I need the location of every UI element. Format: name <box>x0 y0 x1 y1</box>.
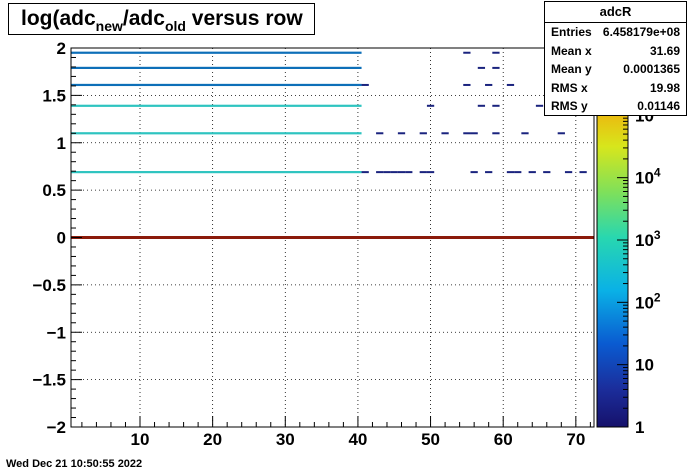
stats-row: Mean y 0.0001365 <box>545 60 686 79</box>
x-tick-label: 20 <box>203 430 222 449</box>
heatmap-cell <box>470 132 478 135</box>
heatmap-cell <box>426 171 435 174</box>
heatmap-band <box>71 171 362 174</box>
heatmap-cell <box>361 171 369 174</box>
heatmap-cell <box>514 171 522 174</box>
stats-box: adcR Entries 6.458179e+08 Mean x 31.69 Mean … <box>544 1 687 116</box>
stats-label: Mean x <box>551 43 592 58</box>
y-tick-label: 2 <box>57 39 66 58</box>
stats-value: 0.01146 <box>637 99 680 113</box>
heatmap-cell <box>506 83 515 86</box>
title-text-mid: /adc <box>122 7 165 30</box>
heatmap-cell <box>470 171 478 174</box>
stats-value: 6.458179e+08 <box>602 25 680 39</box>
stats-title: adcR <box>545 2 686 23</box>
x-tick-label: 60 <box>494 430 513 449</box>
heatmap-cell <box>535 104 544 107</box>
y-tick-label: 0.5 <box>42 181 66 200</box>
x-tick-label: 30 <box>276 430 295 449</box>
heatmap-cell <box>376 171 384 174</box>
stats-row: Entries 6.458179e+08 <box>545 23 686 42</box>
heatmap-cell <box>463 132 471 135</box>
heatmap-cell <box>441 132 449 135</box>
stats-label: Mean y <box>551 62 592 76</box>
heatmap-cell <box>426 104 435 107</box>
y-tick-label: 1 <box>57 134 66 153</box>
chart-title: log(adcnew/adcold versus row <box>8 3 315 35</box>
y-tick-label: 0 <box>57 229 66 248</box>
stats-label: Entries <box>551 25 592 39</box>
heatmap-cell <box>397 132 406 135</box>
stats-row: RMS y 0.01146 <box>545 97 686 116</box>
x-tick-label: 10 <box>131 430 150 449</box>
stats-value: 0.0001365 <box>623 62 680 76</box>
x-tick-label: 50 <box>421 430 440 449</box>
heatmap-cell <box>419 171 427 174</box>
stats-value: 19.98 <box>649 80 680 95</box>
heatmap-cell <box>492 132 500 135</box>
heatmap-cell <box>492 104 500 107</box>
heatmap-cell <box>376 132 384 135</box>
z-tick-label: 102 <box>635 290 661 312</box>
heatmap-cell <box>361 83 369 86</box>
heatmap-cell <box>477 104 486 107</box>
heatmap-cell <box>521 132 529 135</box>
stats-label: RMS y <box>551 99 588 113</box>
y-tick-label: −2 <box>47 418 66 437</box>
heatmap-cell <box>492 66 500 69</box>
heatmap-cell <box>477 66 486 69</box>
heatmap-band <box>71 51 362 54</box>
x-tick-label: 40 <box>348 430 367 449</box>
y-tick-label: 1.5 <box>42 86 66 105</box>
title-subscript-new: new <box>95 18 123 34</box>
heatmap-cell <box>485 171 493 174</box>
heatmap-band <box>71 83 362 87</box>
stats-row: RMS x 19.98 <box>545 79 686 98</box>
stats-label: RMS x <box>551 80 588 95</box>
z-tick-label: 10 <box>635 356 654 375</box>
y-tick-label: −0.5 <box>32 276 66 295</box>
heatmap-cell <box>383 171 391 174</box>
z-tick-label: 103 <box>635 228 661 250</box>
title-text: log(adc <box>21 7 96 30</box>
heatmap-band <box>71 236 594 239</box>
title-text-end: versus row <box>185 7 303 30</box>
heatmap-cell <box>579 171 587 174</box>
heatmap-cell <box>543 171 551 174</box>
heatmap-band <box>71 132 362 135</box>
heatmap-band <box>71 66 362 69</box>
heatmap-cell <box>397 171 406 174</box>
heatmap-cell <box>463 83 471 86</box>
heatmap-cell <box>492 51 500 54</box>
timestamp: Wed Dec 21 10:50:55 2022 <box>6 458 143 470</box>
stats-row: Mean x 31.69 <box>545 42 686 61</box>
heatmap-band <box>71 104 362 107</box>
heatmap-cell <box>557 132 565 135</box>
heatmap-cell <box>419 132 427 135</box>
y-tick-label: −1 <box>47 323 66 342</box>
heatmap-cell <box>506 171 515 174</box>
z-tick-label: 1 <box>635 418 644 437</box>
y-tick-label: −1.5 <box>32 371 66 390</box>
stats-value: 31.69 <box>649 43 680 58</box>
z-tick-label: 104 <box>635 166 661 188</box>
heatmap-cell <box>390 171 398 174</box>
heatmap-cell <box>528 171 536 174</box>
heatmap-cell <box>405 171 413 174</box>
title-subscript-old: old <box>164 18 186 34</box>
x-tick-label: 70 <box>566 430 585 449</box>
heatmap-cell <box>485 83 493 86</box>
heatmap-cell <box>564 171 573 174</box>
heatmap-cell <box>463 51 471 54</box>
